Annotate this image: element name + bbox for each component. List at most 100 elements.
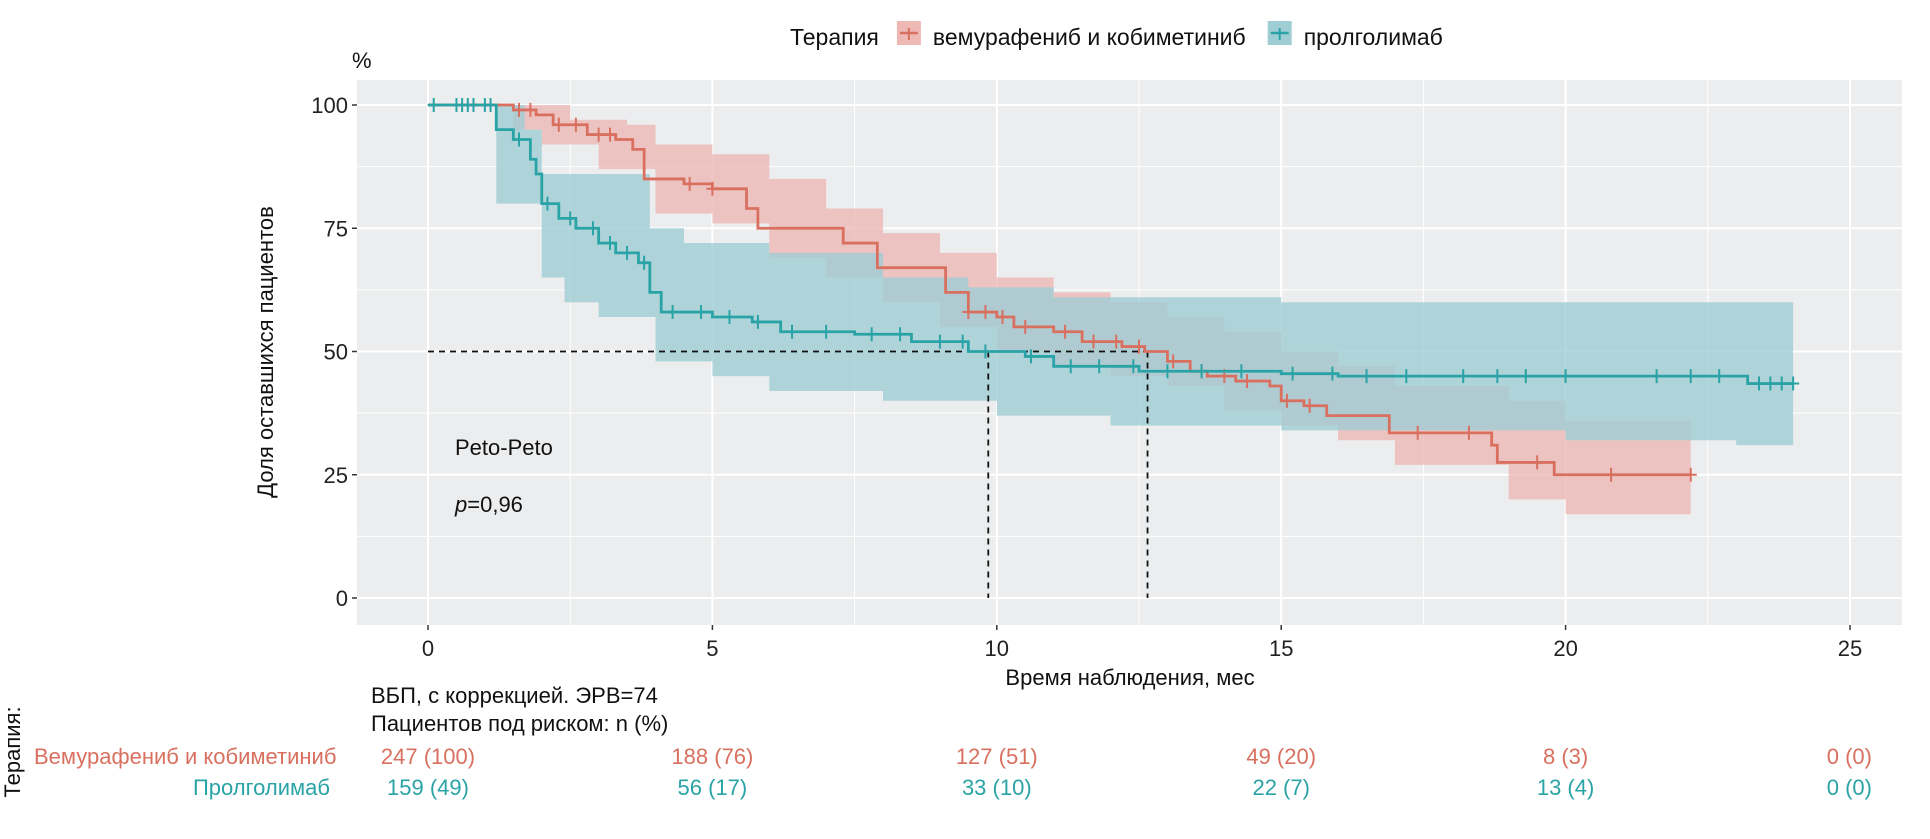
censor-mark — [979, 305, 992, 320]
censor-mark — [604, 236, 617, 251]
risk-table: ВБП, с коррекцией. ЭРВ=74 Пациентов под … — [0, 683, 1872, 800]
legend-title: Терапия — [790, 24, 879, 50]
test-name: Peto-Peto — [455, 435, 553, 460]
censor-mark — [592, 127, 605, 142]
p-label: p — [454, 492, 467, 517]
censor-mark — [723, 309, 736, 324]
censor-mark — [1110, 334, 1123, 349]
x-axis-title: Время наблюдения, мес — [1005, 665, 1254, 690]
censor-mark — [513, 132, 526, 147]
censor-mark — [524, 102, 537, 117]
median-lines — [428, 350, 1149, 598]
censor-mark — [564, 211, 577, 226]
censor-mark — [1462, 425, 1475, 440]
risk-row-label: Пролголимаб — [193, 775, 330, 800]
censor-mark — [1531, 455, 1544, 470]
censor-mark — [1684, 369, 1697, 384]
survival-curves — [427, 98, 1800, 482]
censor-mark — [1167, 354, 1180, 369]
survival-curve-1 — [428, 103, 1794, 385]
risk-cell: 0 (0) — [1827, 744, 1872, 769]
risk-cell: 247 (100) — [381, 744, 475, 769]
censor-mark — [1787, 376, 1800, 391]
censor-mark — [513, 102, 526, 117]
x-tick-label: 15 — [1269, 636, 1293, 661]
censor-mark — [427, 98, 440, 112]
risk-row-label: Вемурафениб и кобиметиниб — [34, 744, 336, 769]
censor-mark — [467, 98, 480, 112]
censor-mark — [552, 117, 565, 132]
censor-mark — [586, 221, 599, 236]
censor-mark — [865, 327, 878, 342]
censor-mark — [1280, 393, 1293, 408]
y-unit-label: % — [352, 48, 372, 73]
censor-mark — [1605, 467, 1618, 482]
x-tick-label: 25 — [1838, 636, 1862, 661]
p-number: =0,96 — [467, 492, 523, 517]
censor-mark — [604, 127, 617, 142]
censor-mark — [1775, 376, 1788, 391]
x-tick-label: 10 — [985, 636, 1009, 661]
censor-mark — [996, 309, 1009, 324]
legend-label-0: вемурафениб и кобиметиниб — [933, 24, 1246, 50]
censor-mark — [1650, 369, 1663, 384]
risk-cell: 159 (49) — [387, 775, 469, 800]
censor-mark — [1019, 319, 1032, 334]
censor-mark — [621, 245, 634, 260]
risk-cell: 127 (51) — [956, 744, 1038, 769]
censor-mark — [962, 305, 975, 320]
axes: 0 5 10 15 20 25 0 25 50 75 100 — [311, 93, 1862, 661]
confidence-band-1 — [428, 105, 1794, 446]
y-axis-title: Доля оставшихся пациентов — [253, 206, 278, 498]
censor-mark — [1764, 376, 1777, 391]
censor-mark — [1360, 369, 1373, 384]
censor-mark — [1303, 398, 1316, 413]
censor-mark — [1235, 364, 1248, 379]
censor-mark — [1093, 359, 1106, 374]
censor-mark — [666, 305, 679, 320]
y-tick-label: 75 — [324, 216, 348, 241]
confidence-bands — [428, 105, 1794, 515]
censor-mark — [1241, 374, 1254, 389]
risk-cell: 33 (10) — [962, 775, 1032, 800]
censor-mark — [1400, 369, 1413, 384]
censor-mark — [1133, 339, 1145, 354]
x-tick-label: 0 — [422, 636, 434, 661]
x-tick-label: 5 — [706, 636, 718, 661]
risk-title-1: ВБП, с коррекцией. ЭРВ=74 — [371, 683, 658, 708]
censor-mark — [979, 344, 992, 359]
censor-mark — [1127, 359, 1140, 374]
y-tick-label: 100 — [311, 93, 348, 118]
risk-cell: 188 (76) — [671, 744, 753, 769]
censor-mark — [956, 334, 969, 349]
censor-mark — [706, 181, 719, 196]
legend-key-1 — [1267, 21, 1292, 45]
censor-mark — [933, 334, 946, 349]
censor-mark — [695, 305, 708, 320]
censor-mark — [1064, 359, 1077, 374]
p-value: p=0,96 — [454, 492, 523, 517]
y-tick-label: 0 — [336, 586, 348, 611]
censor-mark — [1161, 364, 1174, 379]
y-tick-label: 25 — [324, 463, 348, 488]
censor-mark — [1286, 366, 1299, 381]
censor-mark — [1087, 334, 1100, 349]
censor-mark — [569, 117, 582, 132]
risk-cell: 0 (0) — [1827, 775, 1872, 800]
censor-mark — [1559, 369, 1572, 384]
censor-mark — [1491, 369, 1504, 384]
risk-title-2: Пациентов под риском: n (%) — [371, 711, 668, 736]
risk-cell: 13 (4) — [1537, 775, 1594, 800]
censor-mark — [683, 176, 696, 191]
censor-mark — [541, 196, 554, 211]
censor-mark — [1024, 349, 1037, 364]
censor-mark — [1411, 425, 1424, 440]
legend: Терапия вемурафениб и кобиметиниб пролго… — [790, 21, 1443, 50]
censor-mark — [638, 255, 651, 270]
strata-title: Терапия: — [0, 706, 25, 797]
legend-key-0 — [896, 21, 921, 45]
legend-label-1: пролголимаб — [1304, 24, 1443, 50]
censor-mark — [1752, 376, 1765, 391]
censor-mark — [484, 98, 497, 112]
censor-mark — [1684, 467, 1697, 482]
